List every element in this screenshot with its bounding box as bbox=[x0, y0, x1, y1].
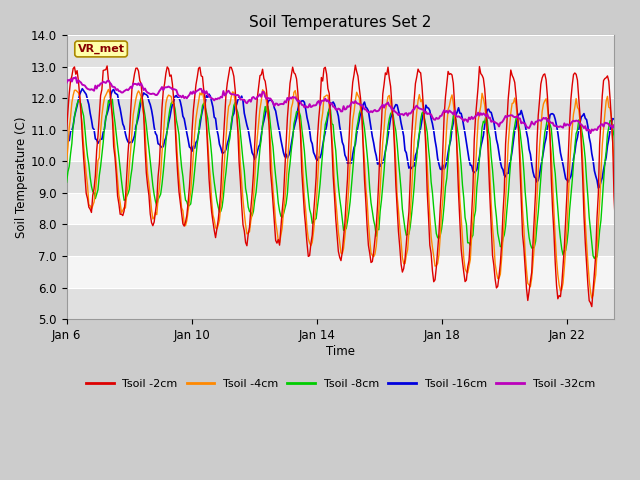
Title: Soil Temperatures Set 2: Soil Temperatures Set 2 bbox=[249, 15, 431, 30]
Bar bbox=[67, 193, 614, 225]
X-axis label: Time: Time bbox=[326, 345, 355, 358]
Bar bbox=[67, 225, 614, 256]
Bar bbox=[67, 288, 614, 319]
Legend: Tsoil -2cm, Tsoil -4cm, Tsoil -8cm, Tsoil -16cm, Tsoil -32cm: Tsoil -2cm, Tsoil -4cm, Tsoil -8cm, Tsoi… bbox=[81, 374, 599, 393]
Y-axis label: Soil Temperature (C): Soil Temperature (C) bbox=[15, 117, 28, 238]
Bar bbox=[67, 130, 614, 161]
Bar bbox=[67, 67, 614, 98]
Bar bbox=[67, 256, 614, 288]
Bar bbox=[67, 36, 614, 67]
Text: VR_met: VR_met bbox=[77, 44, 125, 54]
Bar bbox=[67, 98, 614, 130]
Bar bbox=[67, 161, 614, 193]
